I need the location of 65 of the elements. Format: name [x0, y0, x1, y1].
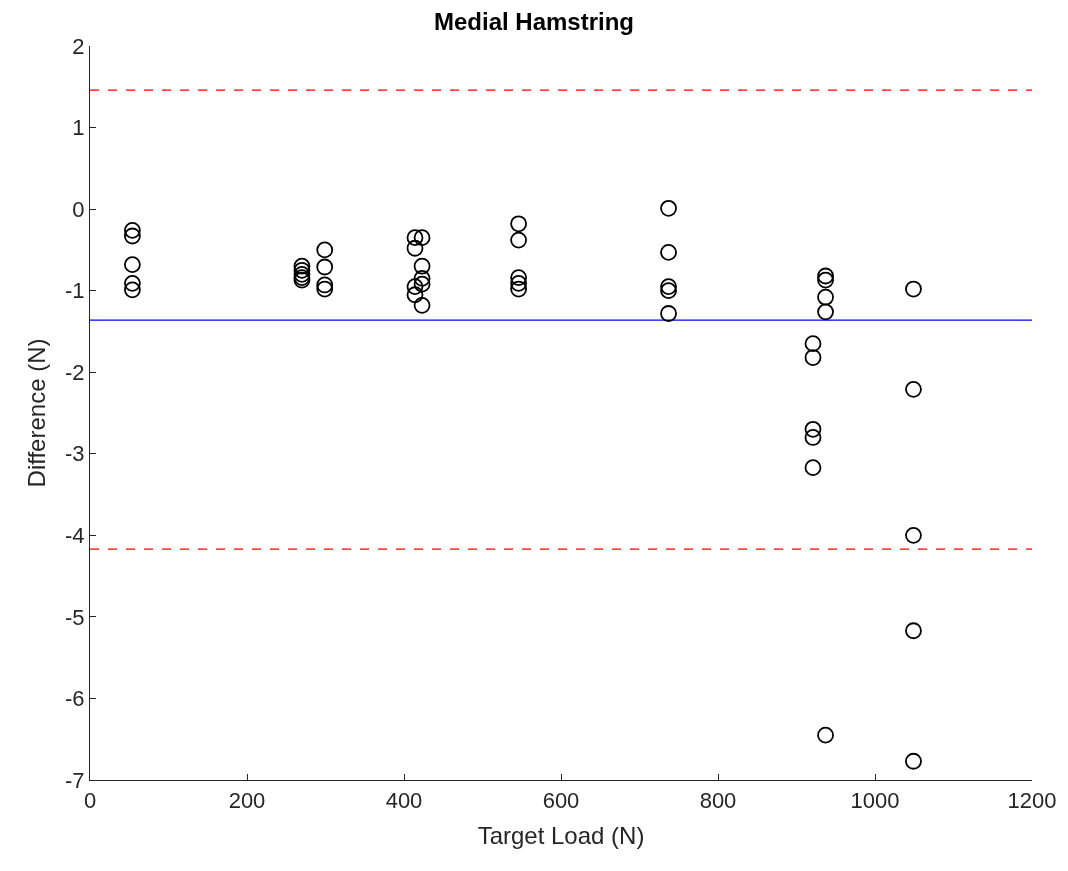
point	[316, 241, 334, 259]
y-tick-label: -7	[64, 767, 85, 793]
point	[510, 269, 528, 287]
y-tick-label: -6	[64, 686, 85, 712]
point	[660, 305, 677, 322]
point	[413, 270, 431, 287]
x-tick-label: 200	[228, 787, 266, 813]
point	[124, 221, 141, 239]
point	[413, 229, 431, 247]
point	[293, 257, 311, 275]
point	[406, 278, 424, 295]
y-tick-label: -1	[64, 278, 85, 304]
point	[660, 282, 677, 300]
x-tick-label: 1000	[850, 787, 900, 813]
point	[293, 265, 311, 283]
point	[316, 258, 334, 276]
point	[804, 429, 822, 446]
point	[905, 380, 922, 398]
point	[413, 257, 431, 275]
point	[660, 199, 677, 217]
point	[817, 726, 834, 744]
chart-title: Medial Hamstring	[433, 7, 635, 35]
x-tick-label: 1200	[1007, 787, 1057, 813]
point	[817, 271, 834, 289]
point	[510, 231, 528, 249]
x-axis-title: Target Load (N)	[477, 821, 645, 849]
point	[660, 278, 677, 295]
point	[804, 335, 822, 353]
y-tick-label: 0	[72, 196, 85, 222]
point	[413, 275, 431, 293]
point	[124, 281, 141, 299]
point	[905, 280, 922, 298]
point	[804, 459, 822, 477]
point	[406, 286, 424, 304]
point	[406, 229, 424, 247]
y-axis-title: Difference (N)	[22, 338, 50, 488]
point	[817, 303, 834, 321]
point	[124, 274, 141, 292]
y-tick-label: -4	[64, 523, 85, 549]
y-tick-label: -2	[64, 359, 85, 385]
point	[510, 280, 528, 298]
x-tick-label: 400	[385, 787, 423, 813]
point	[905, 622, 922, 640]
y-tick-label: -5	[64, 604, 85, 630]
x-tick-label: 600	[542, 787, 580, 813]
point	[316, 276, 334, 294]
y-tick-label: -3	[64, 441, 85, 467]
point	[316, 280, 334, 298]
y-tick-label: 2	[72, 33, 85, 59]
point	[905, 526, 922, 544]
point	[413, 296, 431, 314]
point	[124, 227, 141, 245]
x-tick-label: 800	[699, 787, 737, 813]
point	[804, 349, 822, 366]
point	[905, 752, 922, 770]
y-tick-label: 1	[72, 115, 85, 141]
point	[124, 256, 141, 273]
point	[804, 420, 822, 438]
point	[817, 267, 834, 285]
point	[510, 215, 528, 233]
point	[293, 261, 311, 279]
point	[817, 288, 834, 306]
point	[510, 274, 528, 292]
point	[406, 239, 424, 257]
point	[660, 243, 677, 261]
